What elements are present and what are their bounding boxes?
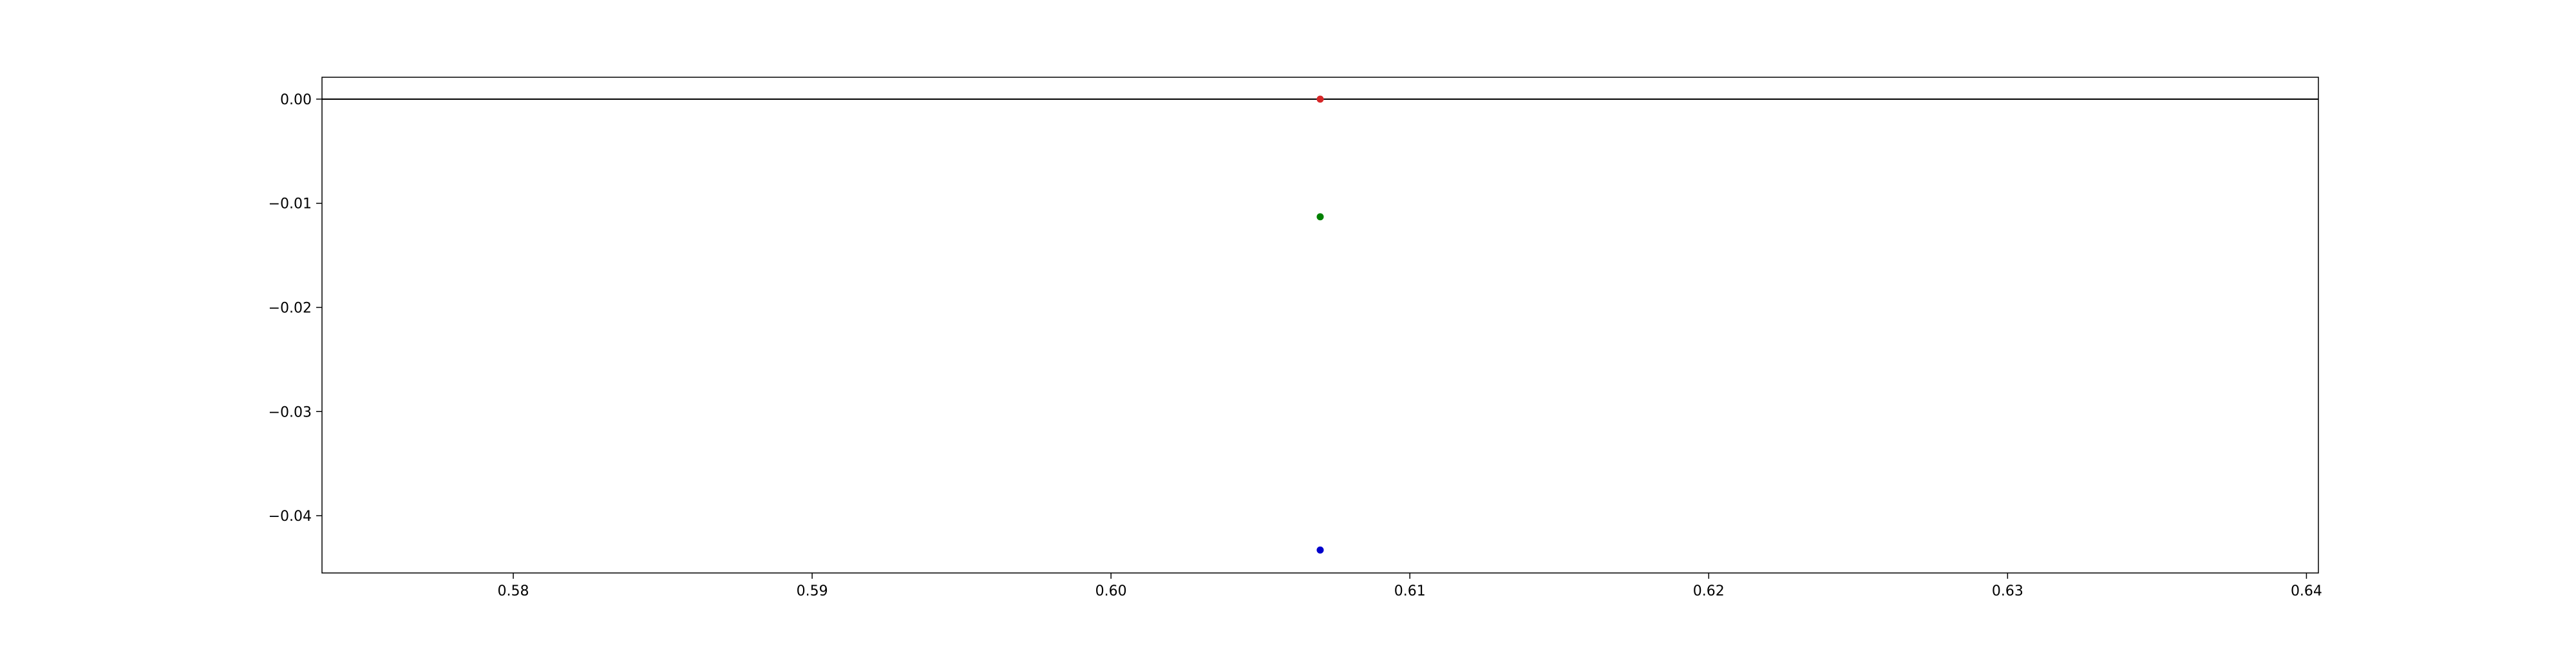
plot-frame	[321, 77, 2319, 574]
data-point	[1316, 546, 1324, 554]
x-tick-label: 0.64	[2291, 583, 2322, 599]
data-point	[1316, 95, 1324, 103]
y-tick-label: −0.03	[269, 404, 312, 420]
y-tick-label: −0.02	[269, 301, 312, 317]
data-point	[1316, 213, 1324, 221]
x-tick-label: 0.58	[498, 583, 529, 599]
x-tick-label: 0.63	[1992, 583, 2023, 599]
data-points-layer	[1316, 95, 1324, 554]
x-axis: 0.58 0.59 0.60 0.61 0.62 0.63 0.64	[498, 573, 2322, 599]
plot-area	[322, 77, 2318, 573]
y-tick-label: −0.04	[269, 509, 312, 525]
x-tick-label: 0.62	[1693, 583, 1725, 599]
x-tick-label: 0.61	[1394, 583, 1426, 599]
x-tick-label: 0.59	[797, 583, 828, 599]
x-tick-label: 0.60	[1095, 583, 1127, 599]
y-tick-label: −0.01	[269, 196, 312, 212]
y-axis: 0.00 −0.01 −0.02 −0.03 −0.04	[269, 92, 322, 525]
y-tick-label: 0.00	[280, 92, 312, 108]
